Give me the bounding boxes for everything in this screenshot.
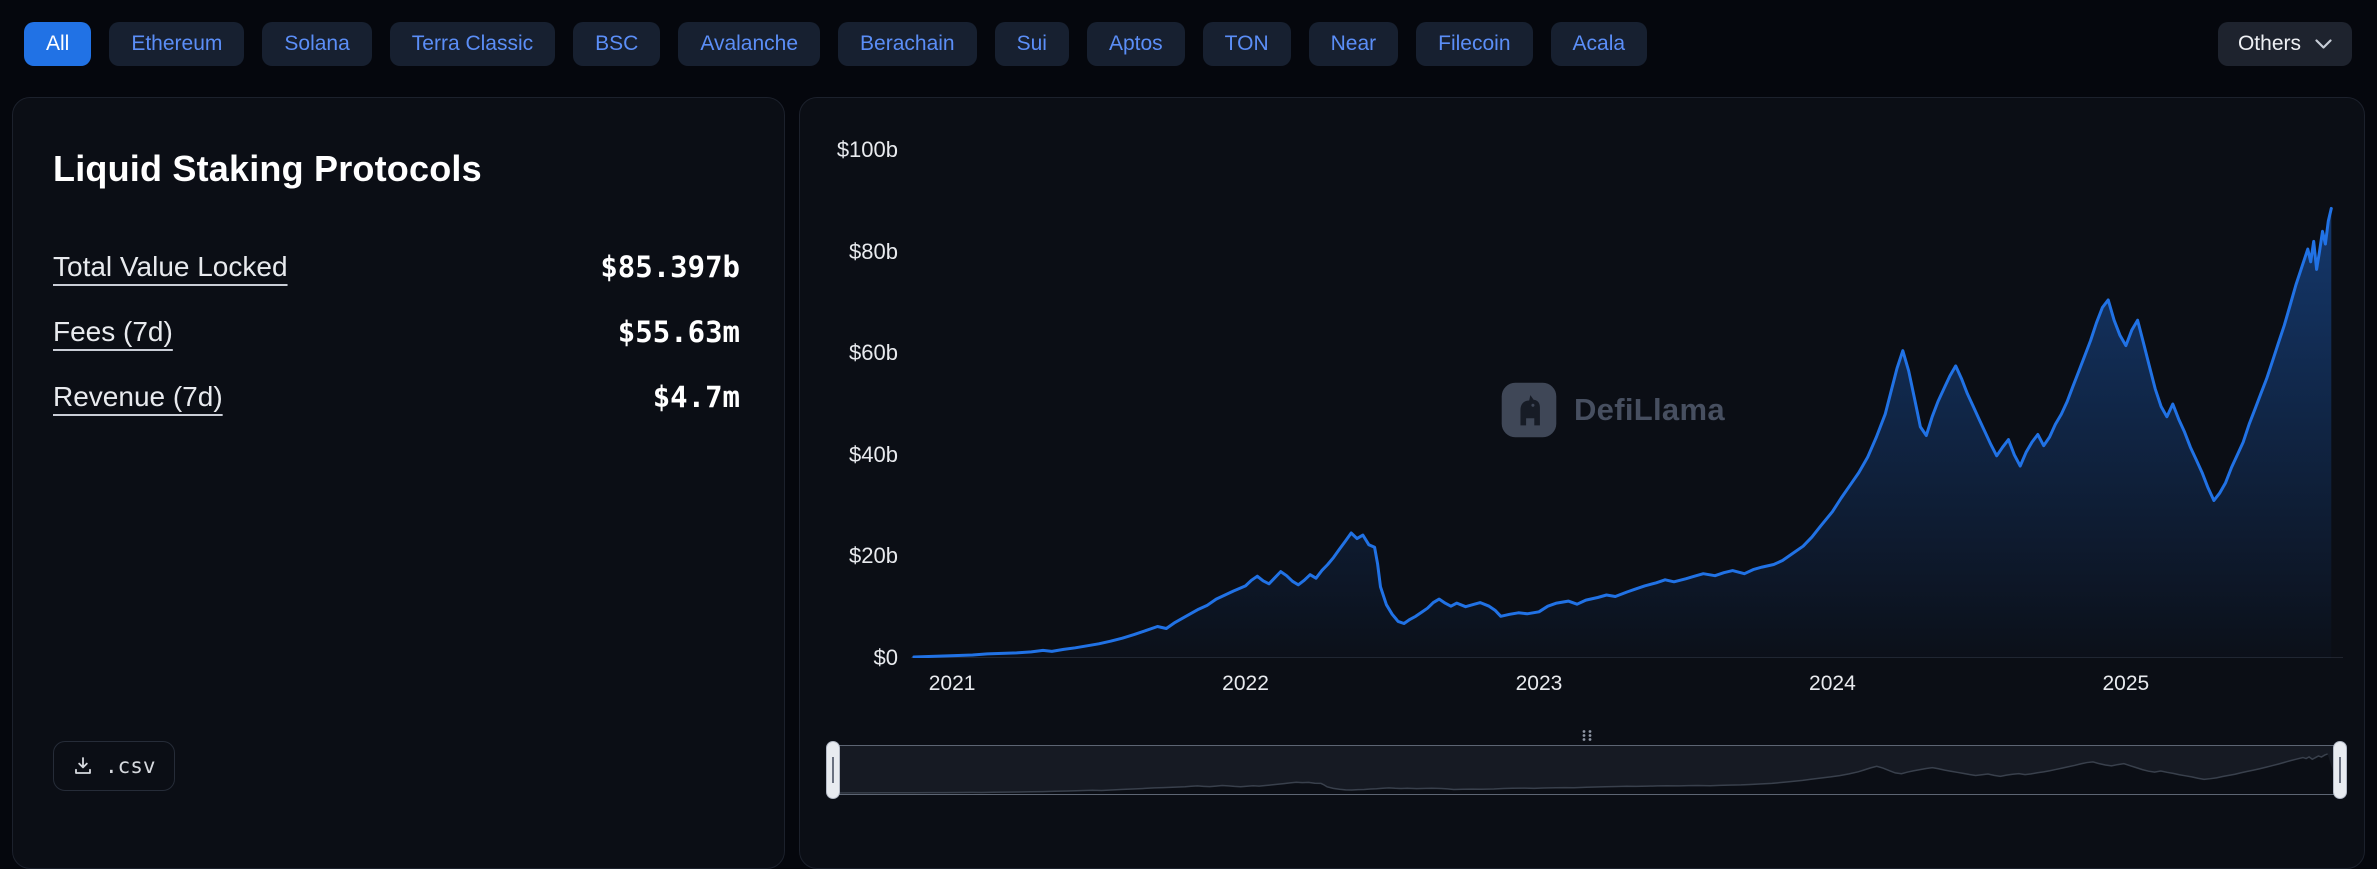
- stat-value-total-value-locked: $85.397b: [600, 249, 740, 284]
- watermark: DefiLlama: [1500, 381, 1725, 439]
- chain-pill-sui[interactable]: Sui: [994, 22, 1069, 66]
- stats-list: Total Value Locked $85.397b Fees (7d) $55.6…: [53, 234, 740, 429]
- chain-pill-ethereum[interactable]: Ethereum: [109, 22, 245, 66]
- tvl-area-chart: [912, 206, 2333, 658]
- chevron-down-icon: [2315, 38, 2332, 49]
- brush-handle-right[interactable]: [2333, 741, 2347, 799]
- grip-dots-icon: [1582, 729, 1591, 741]
- chain-pill-bsc[interactable]: BSC: [573, 22, 661, 66]
- chain-pill-terra-classic[interactable]: Terra Classic: [389, 22, 556, 66]
- download-icon: [75, 757, 91, 774]
- y-tick-label: $80b: [849, 238, 898, 264]
- chain-filter-bar: All Ethereum Solana Terra Classic BSC Avalanc…: [0, 0, 2377, 66]
- page-title: Liquid Staking Protocols: [53, 148, 482, 189]
- chain-pill-solana[interactable]: Solana: [262, 22, 372, 66]
- csv-button-label: .csv: [105, 754, 156, 778]
- chart-panel: $0 $20b $40b $60b $80b $100b 2021 2022 2023 2024…: [799, 97, 2365, 869]
- y-tick-label: $20b: [849, 543, 898, 569]
- stat-row-revenue-7d: Revenue (7d) $4.7m: [53, 364, 740, 429]
- csv-download-button[interactable]: .csv: [53, 741, 175, 791]
- x-tick-label: 2022: [1222, 672, 1269, 695]
- chain-pill-filecoin[interactable]: Filecoin: [1416, 22, 1533, 66]
- y-tick-label: $0: [873, 645, 898, 670]
- time-range-brush: [826, 725, 2347, 799]
- chain-pill-aptos[interactable]: Aptos: [1086, 22, 1185, 66]
- stat-label-total-value-locked: Total Value Locked: [53, 250, 288, 282]
- others-dropdown-button[interactable]: Others: [2217, 22, 2352, 66]
- x-tick-label: 2025: [2102, 672, 2150, 695]
- defillama-logo-icon: [1501, 382, 1557, 438]
- chain-pill-all[interactable]: All: [24, 22, 92, 66]
- stat-value-fees-7d: $55.63m: [617, 314, 740, 349]
- x-tick-label: 2023: [1515, 672, 1563, 695]
- others-dropdown-label: Others: [2237, 32, 2301, 55]
- y-tick-label: $100b: [836, 137, 898, 162]
- stat-label-fees-7d: Fees (7d): [53, 315, 173, 347]
- stat-label-revenue-7d: Revenue (7d): [53, 380, 223, 412]
- chain-pill-list: All Ethereum Solana Terra Classic BSC Avalanc…: [24, 22, 1648, 66]
- tvl-chart-plot[interactable]: [911, 150, 2343, 658]
- overview-panel: Liquid Staking Protocols Total Value Loc…: [12, 97, 785, 869]
- main-content: Liquid Staking Protocols Total Value Loc…: [12, 97, 2365, 869]
- stat-value-revenue-7d: $4.7m: [652, 379, 740, 414]
- chain-pill-ton[interactable]: TON: [1202, 22, 1291, 66]
- brush-handle-left[interactable]: [826, 741, 840, 799]
- watermark-label: DefiLlama: [1574, 392, 1725, 427]
- chain-pill-berachain[interactable]: Berachain: [838, 22, 977, 66]
- y-tick-label: $40b: [849, 441, 898, 467]
- chain-pill-avalanche[interactable]: Avalanche: [678, 22, 821, 66]
- stat-row-total-value-locked: Total Value Locked $85.397b: [53, 234, 740, 299]
- y-tick-label: $60b: [849, 340, 898, 366]
- chain-pill-acala[interactable]: Acala: [1550, 22, 1648, 66]
- stat-row-fees-7d: Fees (7d) $55.63m: [53, 299, 740, 364]
- brush-track[interactable]: [826, 741, 2347, 799]
- brush-drag-grip[interactable]: [832, 725, 2341, 745]
- chain-pill-near[interactable]: Near: [1308, 22, 1399, 66]
- brush-mini-chart: [833, 746, 2340, 794]
- x-tick-label: 2021: [928, 672, 976, 695]
- x-tick-label: 2024: [1809, 672, 1856, 695]
